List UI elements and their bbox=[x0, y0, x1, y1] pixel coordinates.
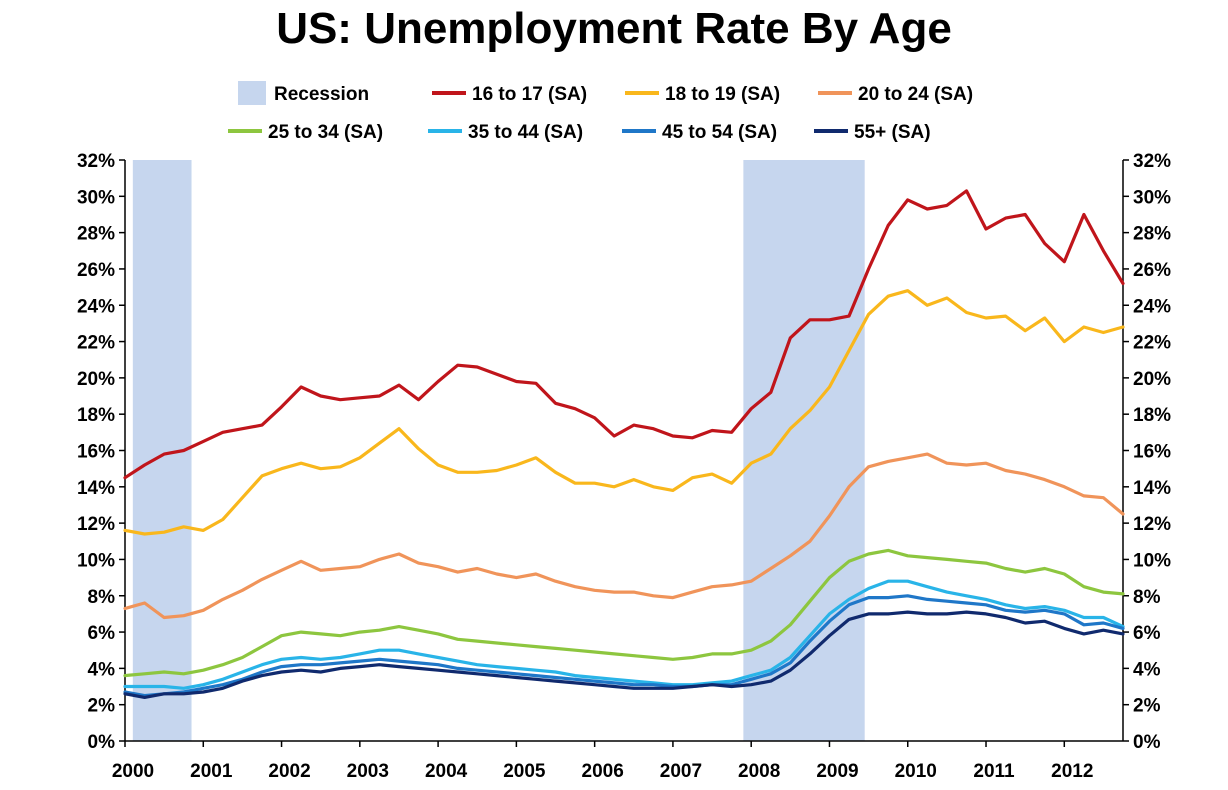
recession-band-2 bbox=[743, 160, 865, 741]
legend-label-6: 45 to 54 (SA) bbox=[662, 122, 777, 143]
legend-label-2: 18 to 19 (SA) bbox=[665, 84, 780, 105]
y-tick-label-right: 22% bbox=[1133, 333, 1171, 354]
x-tick-label: 2006 bbox=[582, 761, 624, 782]
y-tick-label-left: 26% bbox=[77, 260, 115, 281]
x-tick-label: 2001 bbox=[190, 761, 233, 782]
series-line-6 bbox=[123, 594, 1125, 698]
y-tick-label-left: 32% bbox=[77, 151, 115, 172]
y-tick-label-left: 2% bbox=[88, 696, 116, 717]
y-tick-label-right: 14% bbox=[1133, 478, 1171, 499]
y-tick-label-left: 0% bbox=[88, 732, 116, 753]
series-line-4 bbox=[123, 548, 1125, 678]
legend-label-4: 25 to 34 (SA) bbox=[268, 122, 383, 143]
y-tick-label-left: 14% bbox=[77, 478, 115, 499]
y-tick-label-right: 26% bbox=[1133, 260, 1171, 281]
x-tick-label: 2010 bbox=[895, 761, 937, 782]
y-tick-label-right: 0% bbox=[1133, 732, 1161, 753]
series-line-7 bbox=[123, 610, 1125, 700]
x-tick-label: 2009 bbox=[816, 761, 858, 782]
x-tick-label: 2011 bbox=[973, 761, 1015, 782]
y-tick-label-left: 4% bbox=[88, 659, 116, 680]
y-tick-label-right: 32% bbox=[1133, 151, 1171, 172]
legend-label-recession: Recession bbox=[274, 84, 369, 105]
legend-label-3: 20 to 24 (SA) bbox=[858, 84, 973, 105]
y-tick-label-left: 22% bbox=[77, 333, 115, 354]
y-tick-label-left: 30% bbox=[77, 187, 115, 208]
x-tick-label: 2003 bbox=[347, 761, 389, 782]
y-tick-label-left: 28% bbox=[77, 224, 115, 245]
y-tick-label-left: 6% bbox=[88, 623, 116, 644]
y-tick-label-left: 20% bbox=[77, 369, 115, 390]
series-line-3 bbox=[123, 452, 1125, 620]
y-tick-label-right: 20% bbox=[1133, 369, 1171, 390]
x-tick-label: 2008 bbox=[738, 761, 780, 782]
y-tick-label-right: 30% bbox=[1133, 187, 1171, 208]
y-tick-label-right: 6% bbox=[1133, 623, 1161, 644]
legend-label-1: 16 to 17 (SA) bbox=[472, 84, 587, 105]
y-tick-label-right: 12% bbox=[1133, 514, 1171, 535]
series-line-1 bbox=[123, 189, 1125, 480]
y-tick-label-right: 8% bbox=[1133, 587, 1161, 608]
x-tick-label: 2007 bbox=[660, 761, 702, 782]
y-tick-label-right: 2% bbox=[1133, 696, 1161, 717]
y-tick-label-right: 24% bbox=[1133, 296, 1171, 317]
y-tick-label-left: 18% bbox=[77, 405, 115, 426]
legend-label-7: 55+ (SA) bbox=[854, 122, 931, 143]
y-tick-label-right: 4% bbox=[1133, 659, 1161, 680]
x-tick-label: 2002 bbox=[268, 761, 310, 782]
legend-swatch-recession bbox=[238, 81, 266, 105]
y-tick-label-left: 12% bbox=[77, 514, 115, 535]
y-tick-label-left: 8% bbox=[88, 587, 116, 608]
series-line-5 bbox=[123, 579, 1125, 690]
chart-title: US: Unemployment Rate By Age bbox=[276, 4, 952, 53]
y-tick-label-left: 10% bbox=[77, 550, 115, 571]
y-tick-label-right: 28% bbox=[1133, 224, 1171, 245]
legend-label-5: 35 to 44 (SA) bbox=[468, 122, 583, 143]
y-tick-label-right: 10% bbox=[1133, 550, 1171, 571]
x-tick-label: 2005 bbox=[503, 761, 546, 782]
series-line-2 bbox=[123, 289, 1125, 536]
x-tick-label: 2004 bbox=[425, 761, 468, 782]
y-tick-label-right: 18% bbox=[1133, 405, 1171, 426]
y-tick-label-left: 24% bbox=[77, 296, 115, 317]
y-tick-label-left: 16% bbox=[77, 442, 115, 463]
y-tick-label-right: 16% bbox=[1133, 442, 1171, 463]
x-tick-label: 2012 bbox=[1051, 761, 1093, 782]
x-tick-label: 2000 bbox=[112, 761, 154, 782]
